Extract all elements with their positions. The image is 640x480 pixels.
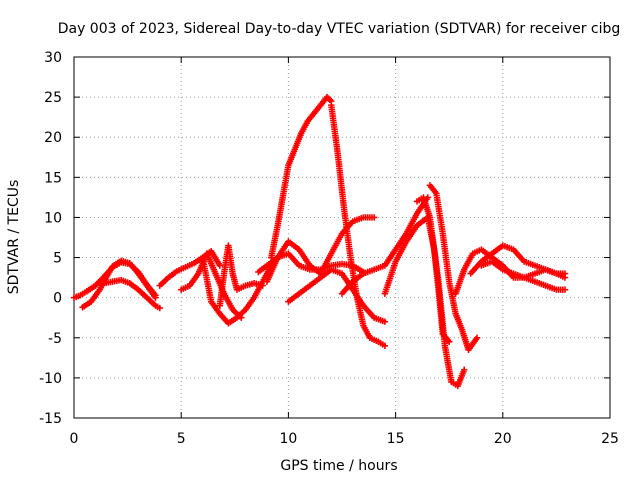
x-tick-label: 15 bbox=[387, 431, 405, 447]
series-arc-3 bbox=[100, 276, 163, 312]
data-point bbox=[561, 270, 569, 277]
series-arc-18 bbox=[467, 242, 569, 277]
chart-title: Day 003 of 2023, Sidereal Day-to-day VTE… bbox=[58, 21, 621, 37]
data-point bbox=[381, 318, 389, 325]
data-point bbox=[156, 304, 163, 312]
data-point bbox=[381, 342, 389, 349]
x-axis-label: GPS time / hours bbox=[280, 458, 397, 474]
y-tick-label: 10 bbox=[44, 210, 62, 226]
y-tick-label: 5 bbox=[53, 251, 62, 267]
series-arc-11 bbox=[263, 214, 378, 285]
y-tick-label: 30 bbox=[44, 50, 62, 66]
x-tick-label: 10 bbox=[279, 431, 297, 447]
data-point bbox=[461, 366, 468, 374]
data-point bbox=[473, 334, 481, 341]
y-tick-label: 20 bbox=[44, 130, 62, 146]
x-tick-label: 20 bbox=[494, 431, 512, 447]
x-tick-label: 5 bbox=[177, 431, 186, 447]
data-point bbox=[370, 214, 378, 221]
plot-frame bbox=[73, 56, 611, 419]
series-arc-6 bbox=[199, 254, 275, 327]
y-axis-label: SDTVAR / TECUs bbox=[6, 180, 22, 295]
series-arc-15 bbox=[413, 194, 468, 390]
series-arc-16 bbox=[426, 182, 481, 354]
series-arc-9 bbox=[268, 93, 335, 261]
x-tick-label: 25 bbox=[601, 431, 619, 447]
data-point bbox=[216, 262, 223, 269]
y-tick-label: -5 bbox=[48, 331, 62, 347]
data-point bbox=[561, 286, 569, 293]
series-arc-7 bbox=[216, 242, 266, 309]
series-arc-13 bbox=[338, 194, 431, 297]
data-marks bbox=[70, 93, 569, 390]
axis-ticks: 0 5 10 15 20 25 -15 -10 -5 0 5 10 15 20 25 30 bbox=[39, 50, 619, 447]
series-arc-12 bbox=[285, 266, 389, 325]
series-arc-19 bbox=[478, 258, 569, 293]
series-arc-10 bbox=[328, 101, 389, 349]
y-tick-label: 15 bbox=[44, 170, 62, 186]
data-point bbox=[259, 282, 266, 289]
y-tick-label: -15 bbox=[39, 411, 62, 427]
x-tick-label: 0 bbox=[70, 431, 79, 447]
series-arc-2 bbox=[79, 257, 159, 311]
data-point bbox=[152, 294, 159, 301]
y-tick-label: -10 bbox=[39, 371, 62, 387]
y-tick-label: 25 bbox=[44, 90, 62, 106]
y-tick-label: 0 bbox=[53, 291, 62, 307]
